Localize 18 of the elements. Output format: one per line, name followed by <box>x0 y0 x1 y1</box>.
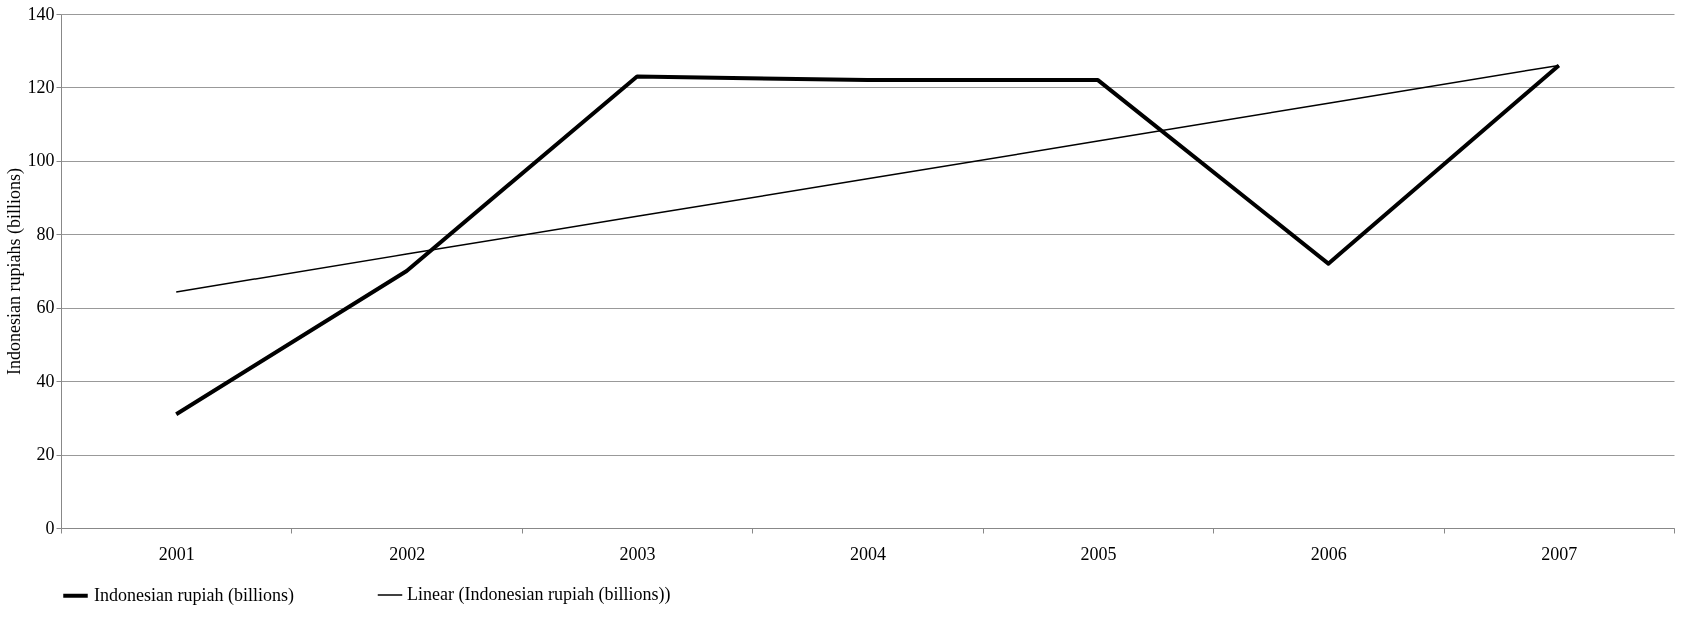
legend-label: Indonesian rupiah (billions) <box>94 584 294 606</box>
x-tick-label: 2005 <box>1080 543 1117 564</box>
x-tick-label: 2004 <box>850 543 886 564</box>
y-tick-label: 20 <box>36 444 55 465</box>
y-tick-label: 140 <box>27 3 55 24</box>
x-tick-label: 2006 <box>1310 543 1347 564</box>
legend-label: Linear (Indonesian rupiah (billions)) <box>407 584 671 605</box>
x-tick-label: 2007 <box>1541 543 1578 564</box>
y-tick-label: 120 <box>27 76 55 97</box>
x-tick-label: 2001 <box>158 543 195 564</box>
y-tick-label: 60 <box>36 297 55 318</box>
y-tick-label: 80 <box>36 223 55 244</box>
y-tick-label: 0 <box>45 517 55 538</box>
y-tick-label: 40 <box>36 370 55 391</box>
y-tick-label: 100 <box>27 150 55 171</box>
x-tick-label: 2003 <box>619 543 656 564</box>
x-tick-label: 2002 <box>389 543 426 564</box>
y-axis-title: Indonesian rupiahs (billions) <box>3 168 25 375</box>
